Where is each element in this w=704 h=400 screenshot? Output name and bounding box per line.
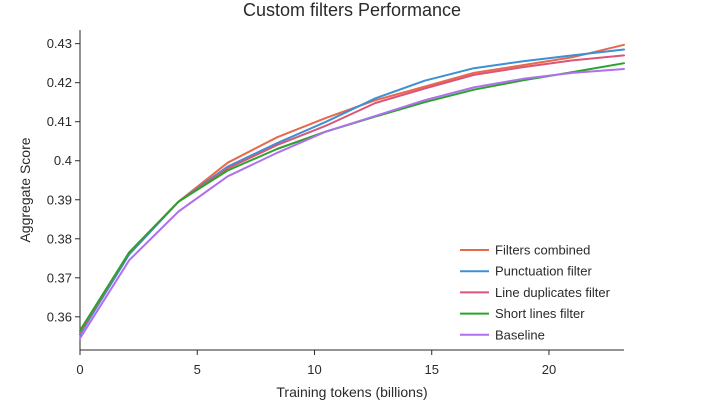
y-tick-label: 0.41 — [47, 114, 72, 129]
y-tick-label: 0.43 — [47, 36, 72, 51]
x-axis-label: Training tokens (billions) — [276, 384, 427, 400]
y-ticks: 0.36 0.37 0.38 0.39 0.4 0.41 0.42 0.43 — [47, 36, 80, 324]
y-tick-label: 0.38 — [47, 231, 72, 246]
x-tick-label: 20 — [542, 362, 556, 377]
x-tick-label: 5 — [194, 362, 201, 377]
series-lines — [79, 43, 625, 340]
y-tick-label: 0.4 — [54, 153, 72, 168]
x-tick-label: 15 — [424, 362, 438, 377]
legend-label-short-lines-filter: Short lines filter — [495, 306, 585, 321]
y-tick-label: 0.39 — [47, 192, 72, 207]
x-tick-label: 10 — [307, 362, 321, 377]
y-tick-label: 0.42 — [47, 75, 72, 90]
legend-label-baseline: Baseline — [495, 327, 545, 342]
chart-title: Custom filters Performance — [243, 0, 461, 20]
y-axis-label: Aggregate Score — [17, 137, 33, 242]
series-line-baseline — [79, 68, 625, 340]
y-tick-label: 0.37 — [47, 270, 72, 285]
y-tick-label: 0.36 — [47, 309, 72, 324]
legend-label-filters-combined: Filters combined — [495, 243, 590, 258]
legend-label-line-duplicates-filter: Line duplicates filter — [495, 285, 611, 300]
legend: Filters combined Punctuation filter Line d… — [460, 243, 611, 342]
x-tick-label: 0 — [76, 362, 83, 377]
legend-label-punctuation-filter: Punctuation filter — [495, 264, 593, 279]
x-ticks: 0 5 10 15 20 — [76, 350, 556, 377]
